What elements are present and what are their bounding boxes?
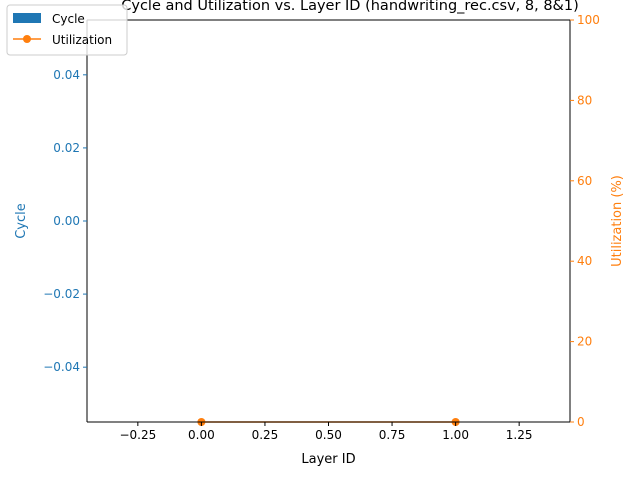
legend-marker-utilization	[23, 35, 31, 43]
y-right-tick-label: 20	[577, 335, 592, 349]
y-right-tick-label: 0	[577, 415, 585, 429]
x-tick-label: 1.00	[442, 428, 469, 442]
y-left-tick-label: 0.02	[53, 141, 80, 155]
chart-title: Cycle and Utilization vs. Layer ID (hand…	[121, 0, 579, 14]
legend: Cycle Utilization	[6, 4, 128, 56]
y-left-tick-label: 0.00	[53, 214, 80, 228]
y-right-axis-label: Utilization (%)	[610, 175, 625, 267]
y-right-tick-label: 100	[577, 13, 600, 27]
y-left-tick-label: 0.04	[53, 68, 80, 82]
y-right-tick-label: 80	[577, 93, 592, 107]
legend-label-utilization: Utilization	[52, 33, 112, 47]
x-tick-label: 1.25	[506, 428, 533, 442]
y-left-tick-label: −0.04	[43, 360, 80, 374]
x-tick-label: 0.00	[188, 428, 215, 442]
y-right-tick-label: 40	[577, 254, 592, 268]
y-right-tick-label: 60	[577, 174, 592, 188]
legend-swatch-cycle	[13, 13, 41, 23]
y-left-axis-ticks: −0.04 −0.02 0.00 0.02 0.04	[43, 68, 87, 374]
x-tick-label: 0.75	[379, 428, 406, 442]
x-tick-label: 0.50	[315, 428, 342, 442]
legend-label-cycle: Cycle	[52, 12, 85, 26]
y-left-tick-label: −0.02	[43, 287, 80, 301]
x-axis-ticks: −0.25 0.00 0.25 0.50 0.75 1.00 1.25	[119, 422, 533, 442]
x-tick-label: 0.25	[252, 428, 279, 442]
x-tick-label: −0.25	[119, 428, 156, 442]
x-axis-label: Layer ID	[301, 452, 355, 467]
y-right-axis-ticks: 0 20 40 60 80 100	[570, 13, 600, 429]
y-left-axis-label: Cycle	[14, 203, 29, 239]
